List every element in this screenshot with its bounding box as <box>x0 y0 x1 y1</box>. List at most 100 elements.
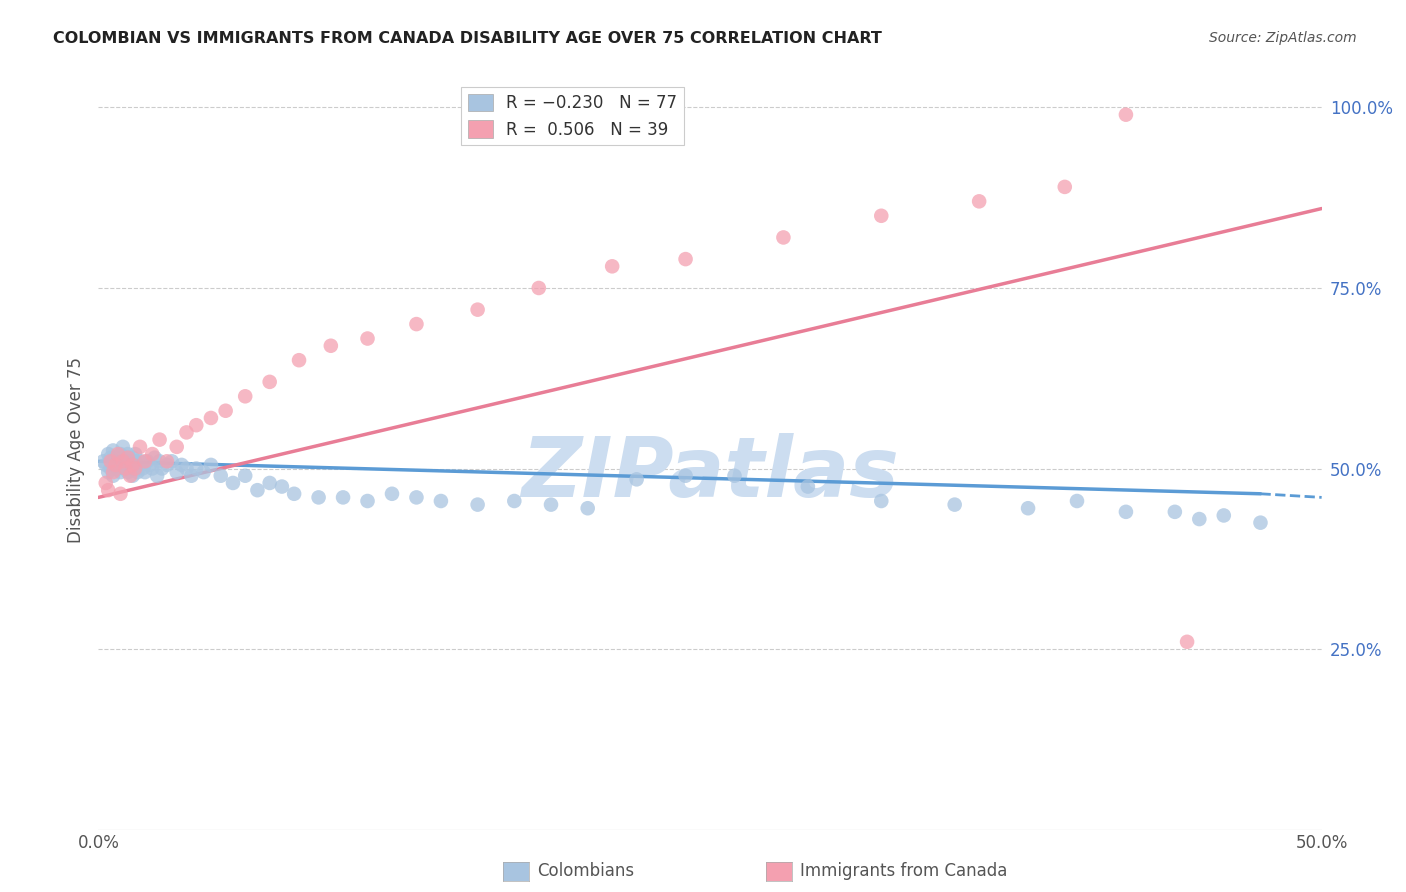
Point <box>283 487 305 501</box>
Point <box>160 454 183 468</box>
Text: ZIPatlas: ZIPatlas <box>522 433 898 514</box>
Point <box>141 447 163 461</box>
Point <box>117 465 139 479</box>
Point <box>967 194 990 209</box>
Point <box>141 461 163 475</box>
Point <box>101 443 124 458</box>
Point <box>1115 505 1137 519</box>
Text: Source: ZipAtlas.com: Source: ZipAtlas.com <box>1209 31 1357 45</box>
Point <box>120 461 142 475</box>
Point <box>180 468 202 483</box>
Point <box>527 281 550 295</box>
Point <box>1164 505 1187 519</box>
Point <box>209 468 232 483</box>
Point <box>193 465 215 479</box>
Point <box>405 317 427 331</box>
Point <box>149 454 172 468</box>
Point <box>222 475 245 490</box>
Point <box>129 440 152 454</box>
Point <box>503 494 526 508</box>
Point <box>97 465 120 479</box>
Point <box>124 461 146 475</box>
Point <box>870 209 893 223</box>
Point <box>1017 501 1039 516</box>
Point <box>308 491 330 505</box>
Point <box>156 458 179 472</box>
Point <box>114 461 136 475</box>
Point <box>100 454 122 468</box>
Point <box>97 483 120 498</box>
Point <box>381 487 404 501</box>
Point <box>772 230 794 244</box>
Point <box>111 454 134 468</box>
Point <box>626 472 648 486</box>
Point <box>1053 180 1076 194</box>
Text: COLOMBIAN VS IMMIGRANTS FROM CANADA DISABILITY AGE OVER 75 CORRELATION CHART: COLOMBIAN VS IMMIGRANTS FROM CANADA DISA… <box>53 31 883 46</box>
Point <box>176 461 198 475</box>
Point <box>176 425 198 440</box>
Point <box>870 494 893 508</box>
Point <box>288 353 311 368</box>
Point <box>259 475 281 490</box>
Point <box>233 389 256 403</box>
Point <box>943 498 966 512</box>
Point <box>139 458 162 472</box>
Point <box>120 454 142 468</box>
Point <box>246 483 269 498</box>
Point <box>124 454 146 468</box>
Point <box>101 468 124 483</box>
Point <box>124 447 146 461</box>
Point <box>1115 108 1137 122</box>
Point <box>100 461 122 475</box>
Point <box>540 498 562 512</box>
Point <box>156 454 179 468</box>
Point <box>110 447 132 461</box>
Point <box>104 454 127 468</box>
Point <box>121 458 143 472</box>
Point <box>134 465 156 479</box>
Point <box>100 450 122 465</box>
Point <box>186 418 208 433</box>
Point <box>675 468 697 483</box>
Point <box>233 468 256 483</box>
Text: Colombians: Colombians <box>537 863 634 880</box>
Point <box>117 447 139 461</box>
Point <box>576 501 599 516</box>
Point <box>111 440 134 454</box>
Point <box>91 454 114 468</box>
Point <box>94 475 117 490</box>
Point <box>121 468 143 483</box>
Point <box>111 454 134 468</box>
Text: Immigrants from Canada: Immigrants from Canada <box>800 863 1007 880</box>
Point <box>405 491 427 505</box>
Point <box>200 411 222 425</box>
Point <box>1188 512 1211 526</box>
Point <box>136 454 159 468</box>
Point <box>107 447 129 461</box>
Point <box>214 403 236 417</box>
Point <box>104 458 127 472</box>
Point <box>319 339 342 353</box>
Point <box>104 450 127 465</box>
Point <box>270 479 294 493</box>
Point <box>467 302 489 317</box>
Point <box>127 465 149 479</box>
Point <box>600 260 623 274</box>
Point <box>143 450 166 465</box>
Point <box>170 458 193 472</box>
Legend: R = −0.230   N = 77, R =  0.506   N = 39: R = −0.230 N = 77, R = 0.506 N = 39 <box>461 87 685 145</box>
Point <box>1066 494 1088 508</box>
Point <box>97 447 120 461</box>
Point <box>259 375 281 389</box>
Point <box>1212 508 1234 523</box>
Point <box>186 461 208 475</box>
Point <box>114 458 136 472</box>
Point <box>94 458 117 472</box>
Point <box>121 450 143 465</box>
Point <box>117 450 139 465</box>
Point <box>134 454 156 468</box>
Point <box>120 468 142 483</box>
Point <box>114 461 136 475</box>
Point <box>129 454 152 468</box>
Point <box>107 458 129 472</box>
